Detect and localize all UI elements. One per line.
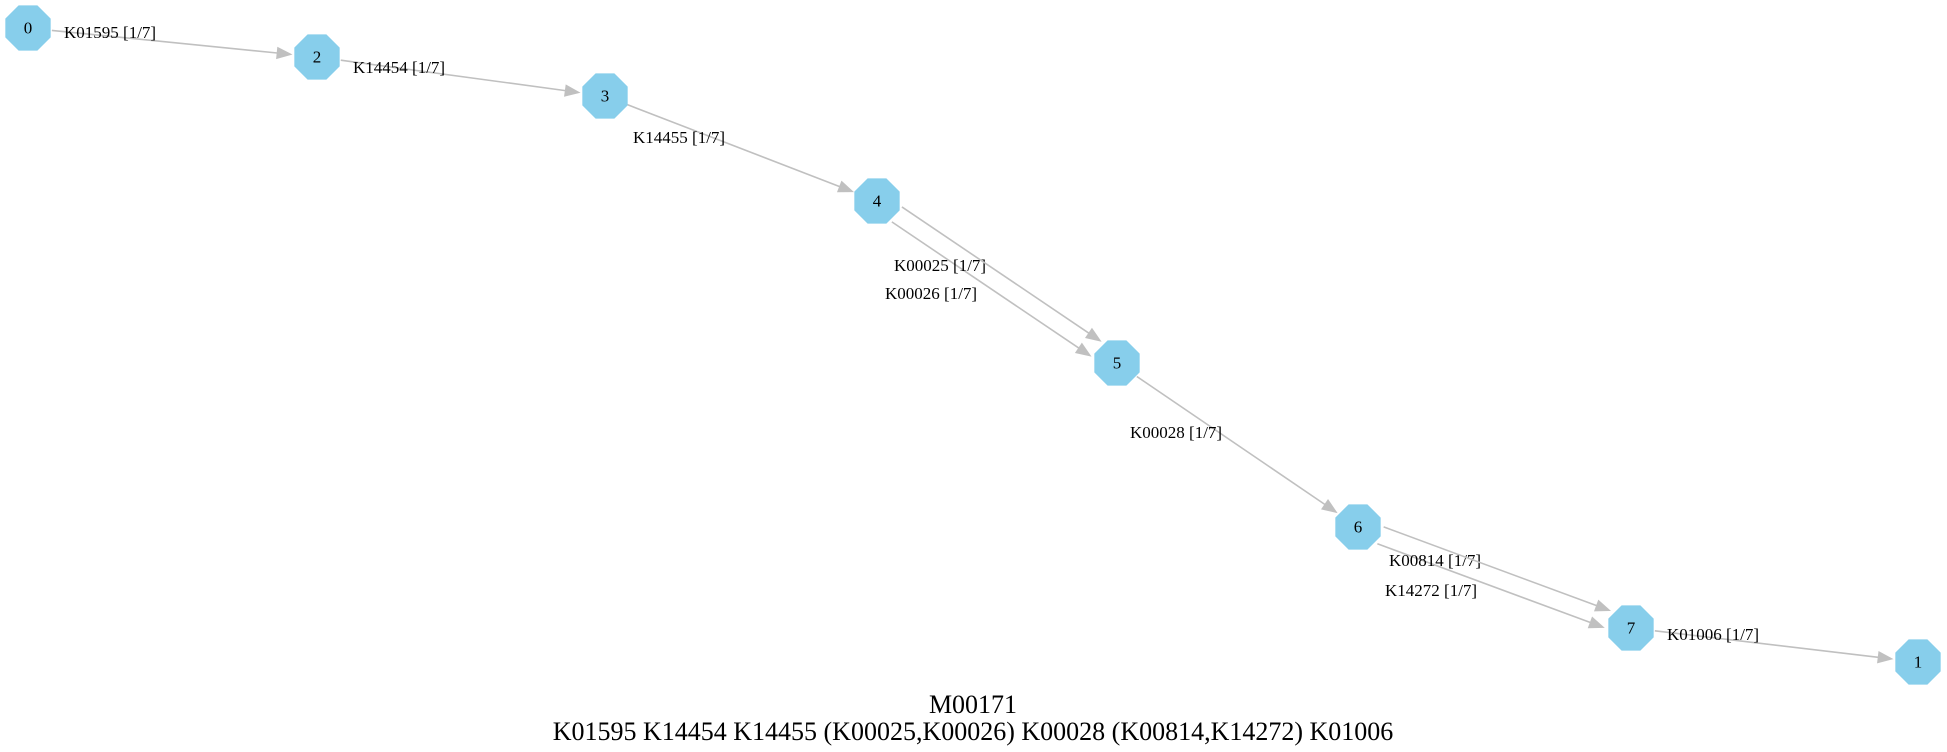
node-label: 1 — [1914, 653, 1923, 672]
node-label: 3 — [601, 87, 610, 106]
node-2: 2 — [294, 34, 340, 80]
octagon-node-icon — [854, 178, 900, 224]
edge-label: K01006 [1/7] — [1667, 625, 1759, 644]
node-label: 0 — [24, 19, 33, 38]
edge-4-5: K00026 [1/7] — [885, 206, 1102, 342]
octagon-node-icon — [294, 34, 340, 80]
node-4: 4 — [854, 178, 900, 224]
octagon-node-icon — [1608, 605, 1654, 651]
edge-line — [1377, 543, 1591, 624]
edges-layer: K01595 [1/7] K14454 [1/7] K14455 [1/7] K000… — [51, 23, 1894, 664]
arrowhead-icon — [1877, 651, 1894, 664]
edge-label: K00025 [1/7] — [894, 256, 986, 275]
edge-line — [901, 206, 1090, 334]
edge-line — [1654, 630, 1879, 659]
node-7: 7 — [1608, 605, 1654, 651]
arrowhead-icon — [1587, 616, 1605, 629]
arrowhead-icon — [1084, 327, 1102, 342]
nodes-layer: 0 2 3 4 5 6 7 1 — [5, 5, 1941, 685]
edge-label: K14272 [1/7] — [1385, 581, 1477, 600]
arrowhead-icon — [564, 84, 581, 97]
edge-6-7: K14272 [1/7] — [1383, 526, 1612, 612]
edge-line — [1383, 526, 1597, 607]
edge-label: K01595 [1/7] — [64, 23, 156, 42]
edge-line — [1136, 375, 1326, 506]
edge-5-6: K00028 [1/7] — [1130, 375, 1338, 514]
edge-label: K14454 [1/7] — [353, 58, 445, 77]
arrowhead-icon — [1593, 599, 1612, 612]
arrowhead-icon — [1074, 342, 1092, 357]
edge-label: K00814 [1/7] — [1389, 551, 1481, 570]
octagon-node-icon — [5, 5, 51, 51]
edge-6-7: K00814 [1/7] — [1377, 543, 1605, 629]
octagon-node-icon — [582, 73, 628, 119]
edge-2-3: K14454 [1/7] — [340, 58, 581, 97]
node-0: 0 — [5, 5, 51, 51]
edge-line — [891, 221, 1080, 349]
arrowhead-icon — [276, 46, 293, 60]
node-1: 1 — [1895, 639, 1941, 685]
node-label: 7 — [1627, 619, 1636, 638]
arrowhead-icon — [1321, 499, 1338, 514]
octagon-node-icon — [1895, 639, 1941, 685]
octagon-node-icon — [1335, 504, 1381, 550]
edge-7-1: K01006 [1/7] — [1654, 625, 1894, 664]
node-label: 6 — [1354, 518, 1363, 537]
node-label: 5 — [1113, 354, 1122, 373]
node-3: 3 — [582, 73, 628, 119]
edge-4-5: K00025 [1/7] — [891, 221, 1092, 357]
module-id-caption: M00171 — [929, 690, 1017, 719]
node-label: 2 — [313, 48, 322, 67]
edge-label: K00026 [1/7] — [885, 284, 977, 303]
node-6: 6 — [1335, 504, 1381, 550]
module-definition-caption: K01595 K14454 K14455 (K00025,K00026) K00… — [553, 717, 1394, 746]
octagon-node-icon — [1094, 340, 1140, 386]
edge-label: K00028 [1/7] — [1130, 423, 1222, 442]
edge-3-4: K14455 [1/7] — [627, 103, 855, 193]
node-label: 4 — [873, 192, 882, 211]
edge-0-2: K01595 [1/7] — [51, 23, 293, 60]
edge-line — [340, 59, 566, 92]
edge-line — [627, 103, 840, 188]
edge-line — [51, 29, 278, 54]
arrowhead-icon — [836, 180, 855, 193]
edge-label: K14455 [1/7] — [633, 128, 725, 147]
node-5: 5 — [1094, 340, 1140, 386]
